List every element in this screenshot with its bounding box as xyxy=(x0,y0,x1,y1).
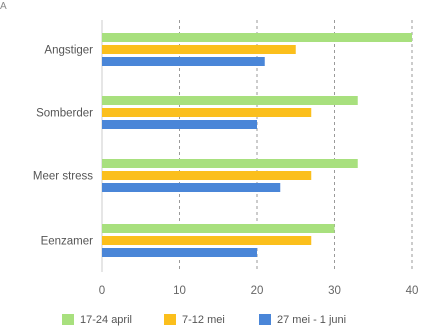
category-label: Meer stress xyxy=(33,171,93,183)
bar xyxy=(102,248,257,257)
legend-label: 17-24 april xyxy=(80,314,132,326)
bar xyxy=(102,224,335,233)
legend-swatch xyxy=(164,314,176,325)
bar xyxy=(102,183,281,192)
legend-label: 7-12 mei xyxy=(182,314,225,326)
x-tick-labels: 0 10 20 30 40 xyxy=(99,285,419,297)
legend-swatch xyxy=(259,314,271,325)
category-label: Angstiger xyxy=(44,45,93,57)
bar xyxy=(102,96,358,105)
bar xyxy=(102,33,412,42)
bar xyxy=(102,120,257,129)
bar xyxy=(102,57,265,66)
legend: 17-24 april 7-12 mei 27 mei - 1 juni xyxy=(62,314,346,326)
category-labels: Angstiger Somberder Meer stress Eenzamer xyxy=(33,45,93,248)
x-tick-label: 10 xyxy=(173,285,186,297)
x-tick-label: 0 xyxy=(99,285,105,297)
bar-layer xyxy=(102,33,412,257)
bar xyxy=(102,171,312,180)
category-label: Eenzamer xyxy=(41,236,94,248)
x-tick-label: 30 xyxy=(328,285,341,297)
bar xyxy=(102,108,312,117)
bar xyxy=(102,236,312,245)
category-label: Somberder xyxy=(36,108,93,120)
x-tick-label: 20 xyxy=(251,285,264,297)
bar xyxy=(102,159,358,168)
bar xyxy=(102,45,296,54)
legend-label: 27 mei - 1 juni xyxy=(277,314,346,326)
legend-swatch xyxy=(62,314,74,325)
x-tick-label: 40 xyxy=(406,285,419,297)
corner-mark: A xyxy=(0,1,7,12)
